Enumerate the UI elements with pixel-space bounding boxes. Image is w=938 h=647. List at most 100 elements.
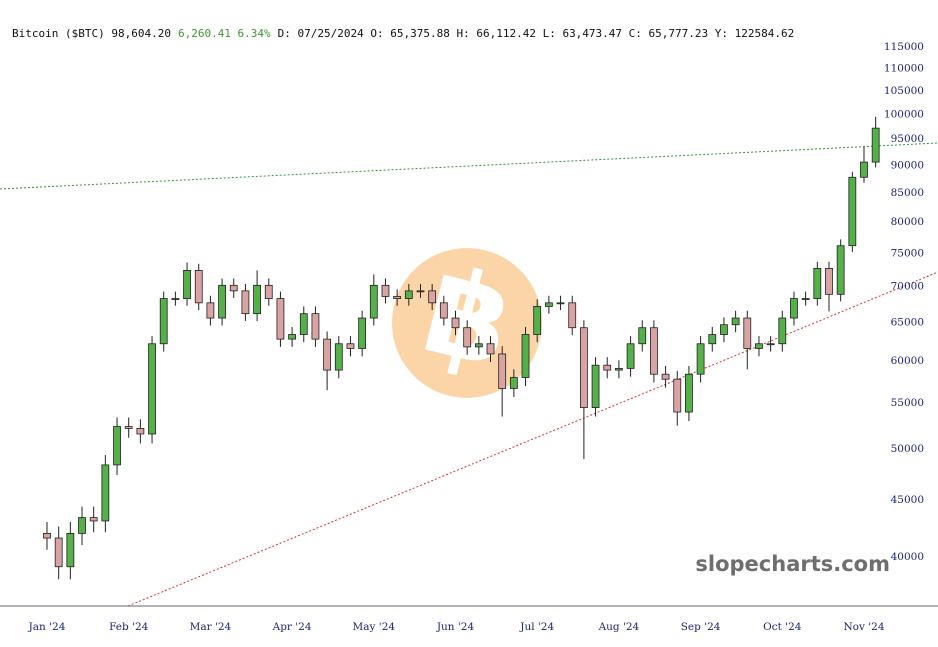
- x-tick-label: May '24: [353, 621, 396, 633]
- x-tick-label: Jan '24: [28, 621, 66, 633]
- candle-body: [521, 334, 530, 378]
- candle-body: [696, 343, 705, 375]
- candle-body: [288, 334, 297, 340]
- candle-body: [661, 373, 670, 380]
- candle-body: [638, 327, 647, 345]
- candle-body: [299, 313, 308, 335]
- x-tick-label: Aug '24: [598, 621, 640, 633]
- candle-body: [860, 161, 868, 178]
- candle-body: [451, 317, 460, 329]
- candle-body: [194, 270, 203, 304]
- watermark-logo: ฿: [392, 241, 542, 398]
- candle-body: [416, 290, 425, 293]
- candle-body: [579, 327, 588, 408]
- candle-body: [591, 364, 600, 408]
- x-tick-label: Apr '24: [272, 621, 312, 633]
- candle-body: [720, 324, 728, 335]
- candle-body: [369, 284, 378, 319]
- candle-body: [206, 302, 215, 319]
- candle-body: [276, 298, 285, 340]
- y-tick-label: 75000: [891, 247, 924, 259]
- candle-body: [673, 378, 682, 413]
- x-tick-label: Nov '24: [843, 621, 884, 633]
- candle-body: [136, 428, 145, 435]
- y-tick-label: 110000: [884, 62, 924, 74]
- candle-body: [498, 353, 507, 389]
- candle-body: [836, 245, 845, 295]
- candle-body: [626, 343, 635, 369]
- candle-body: [101, 464, 110, 522]
- candle-body: [813, 268, 822, 299]
- candle-body: [428, 290, 437, 304]
- candle-body: [615, 368, 623, 371]
- candle-body: [78, 517, 86, 534]
- candle-body: [463, 327, 472, 348]
- y-tick-label: 60000: [891, 355, 924, 367]
- candle-body: [603, 364, 612, 371]
- candle-body: [731, 317, 740, 326]
- y-tick-label: 40000: [891, 551, 924, 563]
- candle-body: [778, 317, 787, 345]
- candle-body: [113, 426, 121, 466]
- change: 6,260.41 6.34%: [177, 27, 271, 40]
- candle-body: [755, 343, 763, 349]
- candle-body: [381, 284, 390, 297]
- x-tick-label: Jun '24: [436, 621, 475, 633]
- candle-body: [171, 298, 180, 300]
- y-tick-label: 80000: [891, 216, 924, 228]
- y-tick-label: 115000: [884, 41, 924, 53]
- x-tick-label: Sep '24: [681, 621, 721, 633]
- candle-body: [43, 533, 51, 539]
- candle-body: [311, 313, 320, 340]
- candle-body: [544, 302, 553, 307]
- candle-body: [801, 298, 810, 300]
- candle-body: [404, 290, 413, 299]
- candle-body: [393, 296, 402, 299]
- y-tick-label: 70000: [891, 281, 924, 293]
- candle-body: [825, 268, 833, 295]
- candle-body: [183, 270, 191, 299]
- x-tick-label: Oct '24: [763, 621, 802, 633]
- candle-body: [556, 302, 565, 305]
- candle-body: [229, 284, 238, 292]
- candle-body: [743, 317, 752, 349]
- header: Bitcoin ($BTC) 98,604.20 6,260.41 6.34% …: [12, 27, 794, 40]
- candle-body: [89, 517, 98, 522]
- x-tick-label: Mar '24: [190, 621, 232, 633]
- candle-body: [66, 533, 75, 568]
- candle-body: [486, 343, 495, 355]
- ohlc-info: D: 07/25/2024 O: 65,375.88 H: 66,112.42 …: [277, 27, 795, 40]
- candle-body: [650, 327, 658, 375]
- y-tick-label: 65000: [891, 316, 924, 328]
- candle-body: [264, 284, 273, 299]
- candle-body: [766, 343, 775, 346]
- candle-body: [439, 302, 448, 319]
- candle-body: [346, 343, 355, 349]
- candle-body: [218, 284, 226, 319]
- candle-body: [790, 298, 798, 319]
- candle-body: [241, 290, 250, 315]
- candle-body: [871, 127, 880, 163]
- candle-body: [708, 334, 717, 345]
- candle-body: [124, 426, 133, 429]
- candle-body: [334, 343, 343, 371]
- y-tick-label: 55000: [891, 397, 924, 409]
- candle-body: [159, 298, 168, 345]
- x-tick-label: Feb '24: [109, 621, 149, 633]
- y-tick-label: 50000: [891, 443, 924, 455]
- x-tick-label: Jul '24: [519, 621, 554, 633]
- candle-body: [148, 343, 156, 435]
- resistance-line: [0, 142, 938, 190]
- y-tick-label: 105000: [884, 85, 924, 97]
- candle-body: [568, 302, 577, 329]
- y-tick-label: 45000: [891, 494, 924, 506]
- candle-body: [474, 343, 483, 348]
- y-tick-label: 95000: [891, 133, 924, 145]
- y-tick-label: 90000: [891, 159, 924, 171]
- candle-body: [54, 537, 63, 568]
- y-tick-label: 100000: [884, 108, 924, 120]
- candle-body: [358, 317, 367, 349]
- candle-body: [323, 338, 332, 371]
- candle-body: [848, 176, 857, 247]
